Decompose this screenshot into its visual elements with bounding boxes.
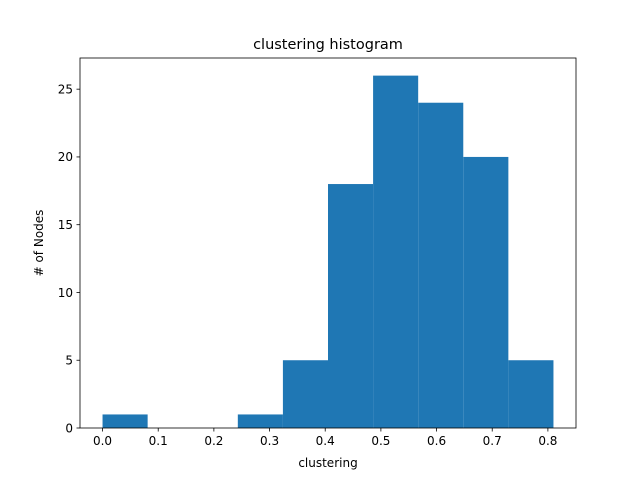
x-tick-label: 0.3: [260, 434, 279, 448]
x-tick-label: 0.7: [483, 434, 502, 448]
y-axis-ticks: 0 5 10 15 20 25: [58, 82, 80, 435]
x-tick-label: 0.4: [316, 434, 335, 448]
chart-title: clustering histogram: [253, 37, 403, 53]
x-tick-label: 0.0: [93, 434, 112, 448]
x-axis-ticks: 0.0 0.1 0.2 0.3 0.4 0.5 0.6 0.7 0.8: [93, 428, 557, 448]
histogram-bar: [373, 75, 419, 428]
x-tick-label: 0.5: [371, 434, 390, 448]
histogram-bar: [328, 184, 374, 428]
x-tick-label: 0.6: [427, 434, 446, 448]
y-tick-label: 0: [65, 421, 73, 435]
x-axis-label: clustering: [298, 456, 357, 470]
y-tick-label: 15: [58, 218, 73, 232]
histogram-bar: [463, 156, 509, 428]
y-axis-label: # of Nodes: [32, 210, 46, 277]
y-tick-label: 25: [58, 82, 73, 96]
y-tick-label: 20: [58, 150, 73, 164]
x-tick-label: 0.8: [538, 434, 557, 448]
y-tick-label: 5: [65, 354, 73, 368]
y-tick-label: 10: [58, 286, 73, 300]
x-tick-label: 0.1: [149, 434, 168, 448]
axes-frame: [79, 57, 577, 429]
histogram-bar: [102, 414, 148, 428]
bars-group: [102, 75, 554, 428]
histogram-bar: [237, 414, 283, 428]
histogram-bar: [508, 360, 554, 428]
x-tick-label: 0.2: [204, 434, 223, 448]
histogram-bar: [282, 360, 328, 428]
histogram-bar: [418, 102, 464, 428]
